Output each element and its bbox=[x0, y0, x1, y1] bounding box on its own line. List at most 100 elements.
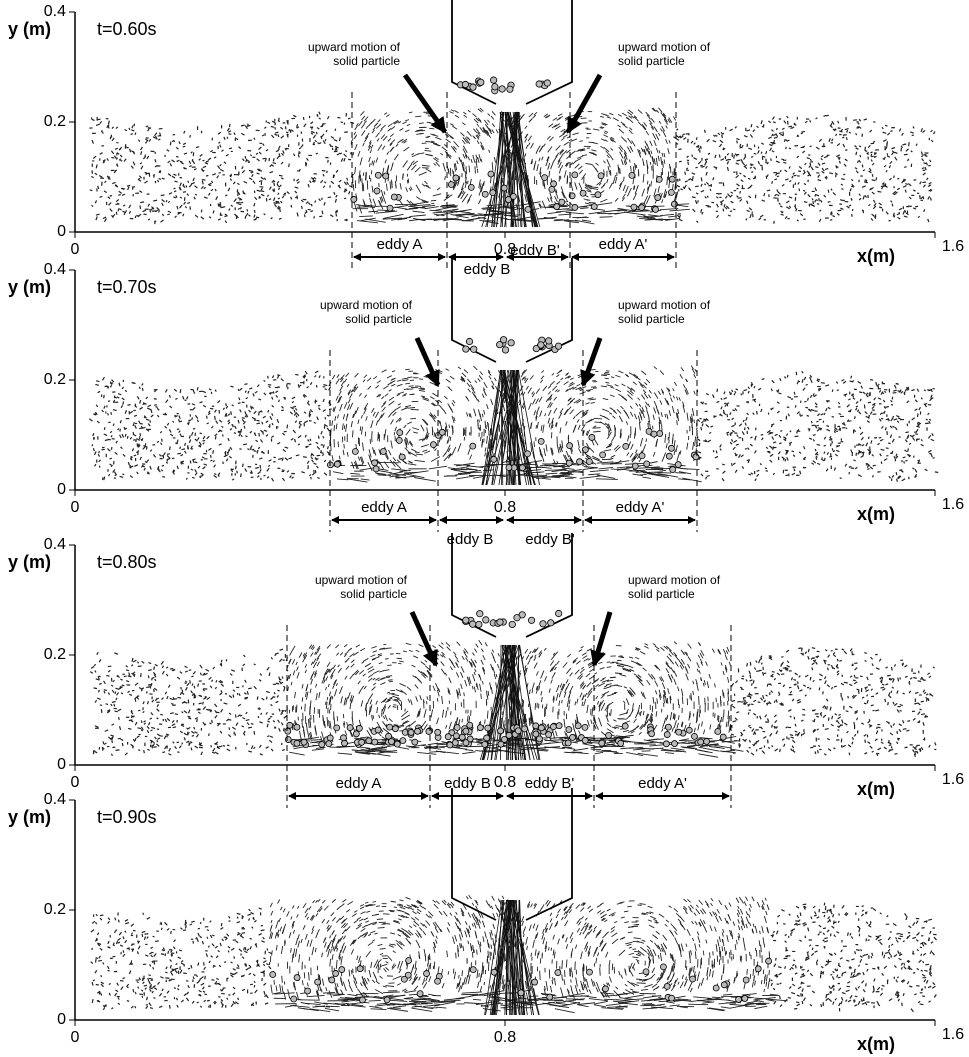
velocity-vector bbox=[377, 380, 381, 383]
velocity-vector bbox=[804, 170, 805, 173]
velocity-vector bbox=[651, 151, 652, 154]
velocity-vector bbox=[730, 412, 731, 414]
velocity-vector bbox=[111, 385, 112, 387]
velocity-vector bbox=[215, 434, 217, 436]
velocity-vector bbox=[737, 141, 738, 144]
velocity-vector bbox=[587, 391, 590, 392]
velocity-vector bbox=[837, 390, 839, 391]
velocity-vector bbox=[263, 475, 265, 476]
velocity-vector bbox=[765, 715, 767, 718]
velocity-vector bbox=[560, 444, 561, 448]
velocity-vector bbox=[425, 141, 432, 142]
velocity-vector bbox=[147, 156, 149, 159]
velocity-vector bbox=[761, 438, 763, 440]
velocity-vector bbox=[457, 161, 458, 164]
velocity-vector bbox=[189, 161, 191, 164]
eddy-label: eddy B bbox=[464, 261, 511, 278]
velocity-vector bbox=[157, 704, 158, 707]
velocity-vector bbox=[604, 450, 611, 451]
velocity-vector bbox=[405, 120, 409, 121]
velocity-vector bbox=[362, 442, 363, 450]
velocity-vector bbox=[658, 133, 660, 136]
velocity-vector bbox=[646, 379, 650, 383]
velocity-vector bbox=[234, 133, 235, 135]
velocity-vector bbox=[886, 448, 889, 449]
velocity-vector bbox=[892, 416, 893, 419]
velocity-vector bbox=[218, 219, 221, 220]
velocity-vector bbox=[789, 180, 791, 181]
velocity-vector bbox=[236, 138, 238, 140]
velocity-vector bbox=[454, 417, 455, 421]
velocity-vector bbox=[241, 435, 242, 437]
velocity-vector bbox=[188, 718, 191, 719]
velocity-vector bbox=[261, 177, 264, 179]
velocity-vector bbox=[317, 662, 319, 666]
velocity-vector bbox=[356, 123, 358, 126]
velocity-vector bbox=[420, 388, 425, 389]
hopper-particle bbox=[508, 340, 514, 346]
velocity-vector bbox=[119, 384, 120, 386]
velocity-vector bbox=[468, 181, 469, 184]
velocity-vector bbox=[424, 377, 428, 378]
velocity-vector bbox=[909, 142, 910, 146]
velocity-vector bbox=[194, 186, 197, 189]
velocity-vector bbox=[245, 469, 247, 472]
velocity-vector bbox=[494, 378, 496, 381]
velocity-vector bbox=[403, 174, 404, 179]
velocity-vector bbox=[707, 196, 708, 198]
velocity-vector bbox=[691, 141, 693, 143]
velocity-vector bbox=[473, 155, 475, 163]
velocity-vector bbox=[732, 410, 734, 411]
velocity-vector bbox=[120, 420, 121, 423]
velocity-vector bbox=[402, 395, 406, 396]
velocity-vector bbox=[756, 126, 758, 127]
velocity-vector bbox=[885, 125, 887, 126]
velocity-vector bbox=[815, 403, 817, 405]
velocity-vector bbox=[444, 410, 447, 414]
velocity-vector bbox=[523, 406, 524, 409]
velocity-vector bbox=[803, 388, 805, 391]
velocity-vector bbox=[928, 435, 930, 438]
velocity-vector bbox=[800, 214, 803, 216]
velocity-vector bbox=[824, 445, 826, 446]
velocity-vector bbox=[487, 436, 488, 444]
velocity-vector bbox=[682, 478, 701, 482]
velocity-vector bbox=[238, 389, 239, 391]
solid-particle bbox=[468, 184, 474, 190]
velocity-vector bbox=[877, 191, 881, 192]
velocity-vector bbox=[655, 394, 658, 399]
velocity-vector bbox=[375, 412, 378, 418]
velocity-vector bbox=[797, 681, 798, 684]
velocity-vector bbox=[732, 430, 734, 432]
velocity-vector bbox=[569, 383, 575, 386]
velocity-vector bbox=[734, 393, 735, 395]
velocity-vector bbox=[177, 429, 179, 430]
velocity-vector bbox=[124, 159, 126, 162]
velocity-vector bbox=[390, 460, 395, 467]
velocity-vector bbox=[244, 693, 246, 694]
velocity-vector bbox=[211, 181, 212, 183]
velocity-vector bbox=[425, 150, 432, 151]
velocity-vector bbox=[785, 179, 788, 180]
velocity-vector bbox=[628, 138, 632, 144]
velocity-vector bbox=[647, 160, 648, 168]
velocity-vector bbox=[323, 186, 325, 188]
velocity-vector bbox=[736, 175, 739, 178]
velocity-vector bbox=[276, 395, 278, 397]
velocity-vector bbox=[138, 140, 140, 142]
velocity-vector bbox=[143, 214, 146, 215]
velocity-vector bbox=[330, 721, 331, 729]
velocity-vector bbox=[761, 143, 763, 144]
velocity-vector bbox=[373, 199, 376, 207]
velocity-vector bbox=[700, 165, 703, 166]
velocity-vector bbox=[908, 448, 909, 451]
velocity-vector bbox=[895, 157, 897, 160]
velocity-vector bbox=[731, 393, 732, 396]
velocity-vector bbox=[180, 197, 182, 198]
velocity-vector bbox=[757, 411, 758, 414]
velocity-vector bbox=[385, 394, 388, 397]
velocity-vector bbox=[150, 466, 151, 470]
velocity-vector bbox=[873, 206, 876, 209]
velocity-vector bbox=[475, 660, 477, 663]
velocity-vector bbox=[638, 398, 640, 401]
